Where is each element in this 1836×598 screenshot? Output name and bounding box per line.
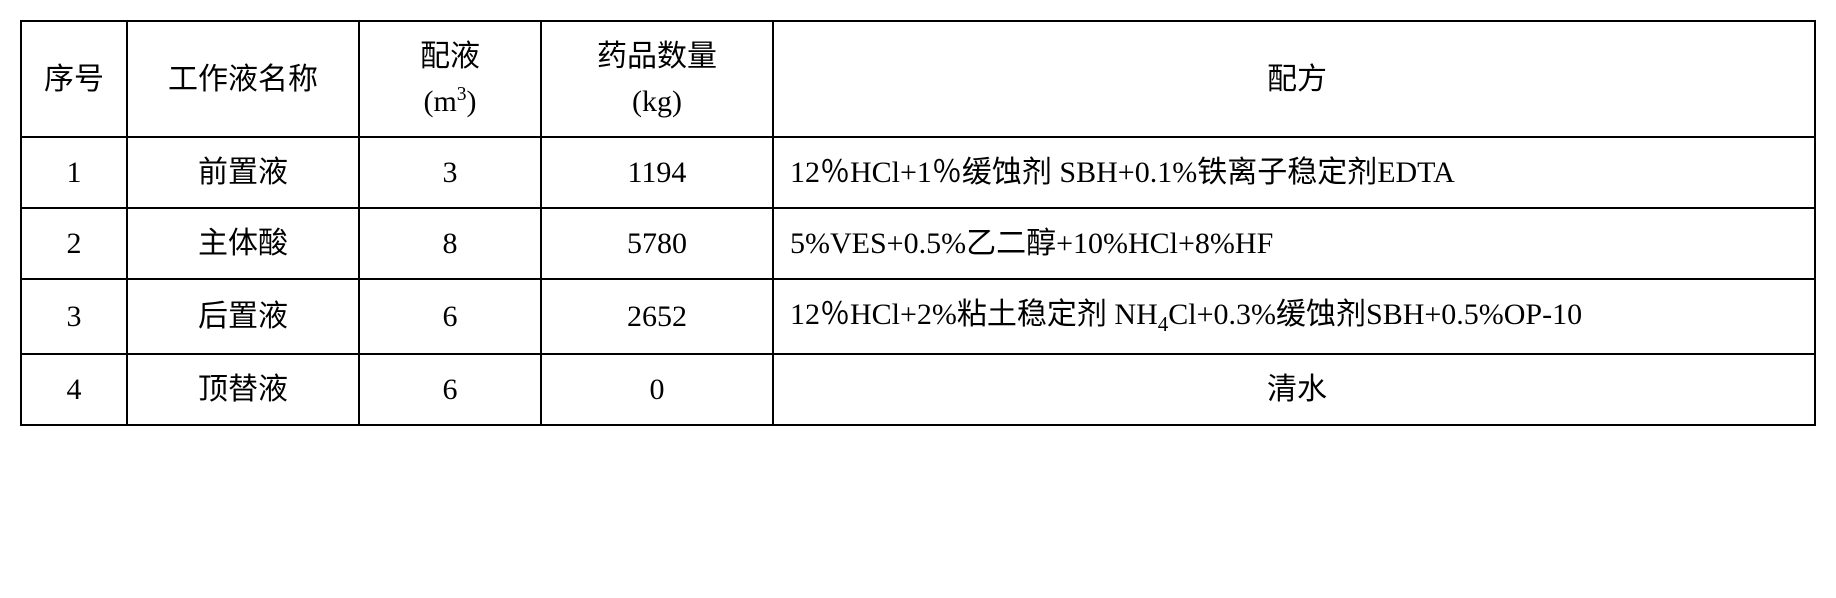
header-seq-label: 序号 <box>44 63 104 96</box>
cell-formula: 12％HCl+1％缓蚀剂 SBH+0.1%铁离子稳定剂EDTA <box>773 137 1815 208</box>
cell-vol: 8 <box>359 208 541 279</box>
formulation-table: 序号 工作液名称 配液 (m3) 药品数量 (kg) 配方 1 前置液 3 11… <box>20 20 1816 426</box>
cell-seq: 1 <box>21 137 127 208</box>
formula-sub: 4 <box>1158 312 1169 336</box>
cell-formula: 5%VES+0.5%乙二醇+10%HCl+8%HF <box>773 208 1815 279</box>
cell-qty: 0 <box>541 354 773 425</box>
cell-name: 前置液 <box>127 137 359 208</box>
header-formula-label: 配方 <box>1267 63 1327 96</box>
formula-post: Cl+0.3%缓蚀剂SBH+0.5%OP-10 <box>1168 298 1582 331</box>
cell-name: 顶替液 <box>127 354 359 425</box>
cell-seq: 4 <box>21 354 127 425</box>
table-header: 序号 工作液名称 配液 (m3) 药品数量 (kg) 配方 <box>21 21 1815 137</box>
table-row: 3 后置液 6 2652 12％HCl+2%粘土稳定剂 NH4Cl+0.3%缓蚀… <box>21 279 1815 354</box>
cell-qty: 2652 <box>541 279 773 354</box>
cell-vol: 6 <box>359 279 541 354</box>
cell-qty: 5780 <box>541 208 773 279</box>
cell-vol: 3 <box>359 137 541 208</box>
formula-pre: 12％HCl+2%粘土稳定剂 NH <box>790 298 1158 331</box>
cell-formula: 12％HCl+2%粘土稳定剂 NH4Cl+0.3%缓蚀剂SBH+0.5%OP-1… <box>773 279 1815 354</box>
table-row: 4 顶替液 6 0 清水 <box>21 354 1815 425</box>
header-formula: 配方 <box>773 21 1815 137</box>
header-name: 工作液名称 <box>127 21 359 137</box>
table-body: 1 前置液 3 1194 12％HCl+1％缓蚀剂 SBH+0.1%铁离子稳定剂… <box>21 137 1815 425</box>
header-vol: 配液 (m3) <box>359 21 541 137</box>
header-qty-line1: 药品数量 <box>597 40 717 73</box>
header-seq: 序号 <box>21 21 127 137</box>
header-row: 序号 工作液名称 配液 (m3) 药品数量 (kg) 配方 <box>21 21 1815 137</box>
header-vol-line2-prefix: (m <box>423 85 456 118</box>
cell-vol: 6 <box>359 354 541 425</box>
header-qty-line2: (kg) <box>632 85 682 118</box>
table-row: 2 主体酸 8 5780 5%VES+0.5%乙二醇+10%HCl+8%HF <box>21 208 1815 279</box>
cell-qty: 1194 <box>541 137 773 208</box>
header-vol-line2-suffix: ) <box>467 85 477 118</box>
header-name-label: 工作液名称 <box>168 63 318 96</box>
table-row: 1 前置液 3 1194 12％HCl+1％缓蚀剂 SBH+0.1%铁离子稳定剂… <box>21 137 1815 208</box>
cell-name: 主体酸 <box>127 208 359 279</box>
header-vol-line1: 配液 <box>420 40 480 73</box>
cell-seq: 3 <box>21 279 127 354</box>
cell-seq: 2 <box>21 208 127 279</box>
header-qty: 药品数量 (kg) <box>541 21 773 137</box>
header-vol-sup: 3 <box>457 84 467 105</box>
cell-name: 后置液 <box>127 279 359 354</box>
cell-formula: 清水 <box>773 354 1815 425</box>
